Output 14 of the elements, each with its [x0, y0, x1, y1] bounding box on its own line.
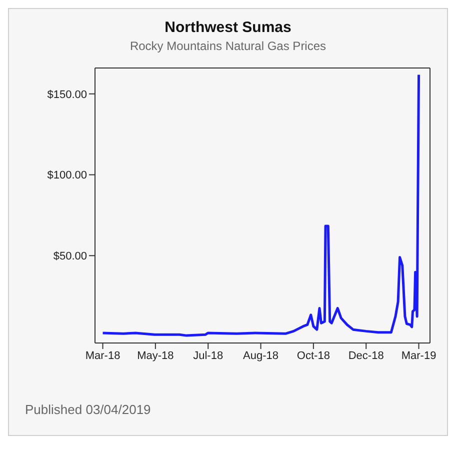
x-tick-label: Oct-18: [296, 350, 330, 362]
chart-subtitle: Rocky Mountains Natural Gas Prices: [128, 39, 328, 53]
x-tick-label: Mar-18: [85, 350, 120, 362]
x-tick-label: May-18: [137, 350, 174, 362]
line-series: [102, 74, 420, 337]
y-tick-label: $150.00: [47, 88, 87, 101]
x-tick-label: Jul-18: [193, 350, 224, 362]
chart-title: Northwest Sumas: [164, 19, 292, 36]
y-tick-label: $50.00: [53, 250, 87, 263]
x-tick-label: Dec-18: [348, 350, 384, 362]
y-tick-label: $100.00: [47, 170, 87, 182]
text: Published 03/04/2019: [25, 402, 151, 417]
x-tick-label: Mar-19: [401, 350, 436, 362]
x-tick-label: Aug-18: [243, 350, 279, 362]
